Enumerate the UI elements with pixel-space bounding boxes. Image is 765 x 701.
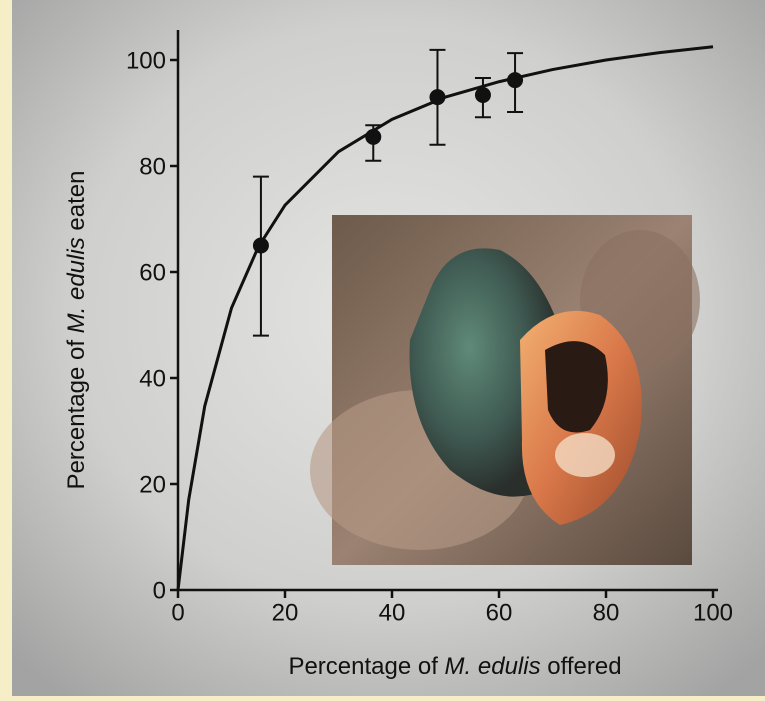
chart: 0 20 40 60 80 100 0 20 40 60 80 100 Percentage of M.…	[0, 0, 765, 696]
y-tick-label: 40	[139, 365, 166, 392]
y-tick-label: 80	[139, 153, 166, 180]
page: {"chart_data": {"type": "scatter", "x_la…	[0, 0, 765, 696]
x-tick-label: 40	[379, 599, 406, 626]
x-tick-label: 100	[693, 599, 733, 626]
point	[429, 89, 445, 105]
x-tick-label: 0	[171, 599, 184, 626]
label-part: offered	[541, 653, 622, 680]
point	[475, 87, 491, 103]
label-part: eaten	[63, 171, 90, 238]
point	[365, 129, 381, 145]
x-label: Percentage of M. edulis offered	[288, 653, 621, 680]
point	[507, 72, 523, 88]
y-tick-label: 0	[153, 577, 166, 604]
label-part: M. edulis	[63, 237, 90, 333]
y-label: Percentage of M. edulis eaten	[63, 171, 90, 490]
y-tick-label: 60	[139, 259, 166, 286]
x-tick-label: 20	[272, 599, 299, 626]
x-tick-label: 80	[593, 599, 620, 626]
point	[253, 238, 269, 254]
photo-inset	[310, 215, 700, 565]
label-part: M. edulis	[445, 653, 541, 680]
label-part: Percentage of	[288, 653, 444, 680]
label-part: Percentage of	[63, 333, 90, 489]
x-tick-label: 60	[486, 599, 513, 626]
y-tick-label: 100	[126, 47, 166, 74]
y-tick-label: 20	[139, 471, 166, 498]
